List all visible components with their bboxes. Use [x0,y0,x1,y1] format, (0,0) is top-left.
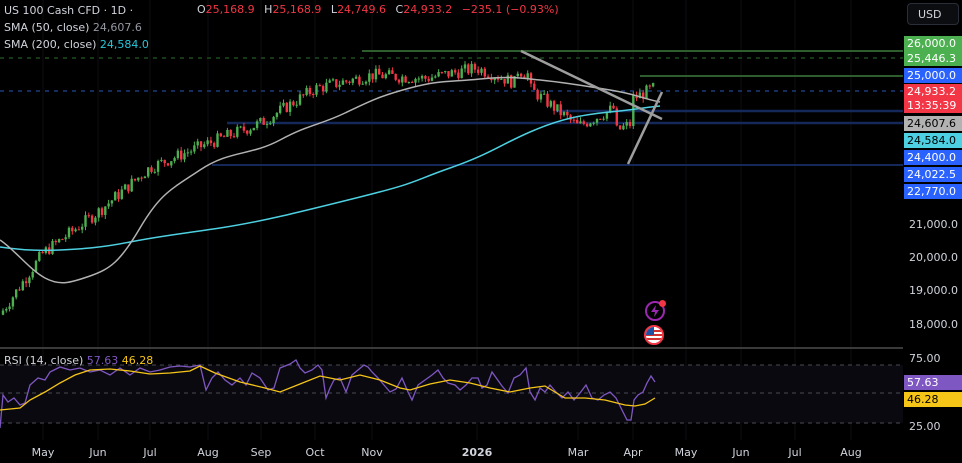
chart-canvas[interactable] [0,0,903,463]
sma200-value: 24,584.0 [99,38,149,51]
price-axis-label: 18,000.0 [909,318,958,331]
rsi-legend[interactable]: RSI (14, close) 57.63 46.28 [4,353,153,369]
price-tag: 24,933.2 [904,84,962,99]
sma50-label: SMA (50, close) [4,21,90,34]
sma50-line [0,76,661,284]
time-axis-label: May [674,446,698,459]
time-axis-label: Jun [89,446,107,459]
high-value: 25,168.9 [272,3,322,16]
ohlc-legend: O25,168.9 H25,168.9 L24,749.6 C24,933.2 … [197,3,565,16]
currency-label: USD [918,7,942,21]
time-axis-label: Jul [143,446,157,459]
change-value: −235.1 (−0.93%) [461,3,559,16]
rsi-ma-line [0,365,656,411]
time-axis[interactable]: May Jun Jul Aug Sep Oct Nov 2026 Mar Apr May Jun Jul… [0,441,903,463]
time-axis-label: Apr [623,446,643,459]
price-axis-label: 20,000.0 [909,251,958,264]
price-axis-label: 25.00 [909,420,941,433]
high-label: H [264,3,273,16]
price-tag: 13:35:39 [904,98,962,113]
time-axis-label: Nov [361,446,383,459]
low-value: 24,749.6 [337,3,387,16]
price-scale[interactable]: 26,000.0 25,446.3 25,000.0 24,933.2 13:35:39… [903,0,962,463]
time-axis-label: Oct [305,446,325,459]
time-axis-label: Aug [197,446,219,459]
open-value: 25,168.9 [205,3,255,16]
sma200-legend[interactable]: SMA (200, close) 24,584.0 [4,37,149,53]
descending-trendline [520,49,663,121]
sma50-value: 24,607.6 [92,21,142,34]
currency-button[interactable]: USD [907,3,959,25]
rsi-band [0,365,903,423]
us-flag-event-icon[interactable] [644,325,664,345]
price-tag: 24,400.0 [904,150,962,165]
open-label: O [197,3,206,16]
price-axis-label: 19,000.0 [909,284,958,297]
price-tag: 25,000.0 [904,68,962,83]
time-axis-label: 2026 [461,446,493,459]
sma200-line [0,105,661,252]
low-label: L [330,3,338,16]
rsi-value: 57.63 [86,354,119,367]
horizontal-levels [0,50,903,166]
ascending-trendline [626,91,664,165]
price-axis-label: 75.00 [909,352,941,365]
time-axis-label: May [31,446,55,459]
rsi-tag: 46.28 [904,392,962,407]
candlestick-series [1,61,655,316]
time-axis-label: Jun [732,446,750,459]
price-tag: 24,607.6 [904,116,962,131]
price-tag: 26,000.0 [904,36,962,51]
rsi-label: RSI (14, close) [4,354,84,367]
close-label: C [395,3,404,16]
symbol-title: US 100 Cash CFD · 1D · [4,4,134,17]
price-tag: 25,446.3 [904,51,962,66]
price-axis-label: 21,000.0 [909,218,958,231]
time-axis-label: Sep [250,446,272,459]
time-axis-label: Mar [567,446,589,459]
time-axis-label: Jul [788,446,802,459]
sma200-label: SMA (200, close) [4,38,97,51]
price-tag: 22,770.0 [904,184,962,199]
symbol-legend[interactable]: US 100 Cash CFD · 1D · [4,3,133,19]
price-tag: 24,022.5 [904,167,962,182]
sma50-legend[interactable]: SMA (50, close) 24,607.6 [4,20,142,36]
close-value: 24,933.2 [403,3,453,16]
time-axis-label: Aug [840,446,862,459]
rsi-tag: 57.63 [904,375,962,390]
rsi-ma-value: 46.28 [121,354,154,367]
price-tag: 24,584.0 [904,133,962,148]
lightning-event-icon[interactable] [645,300,666,321]
